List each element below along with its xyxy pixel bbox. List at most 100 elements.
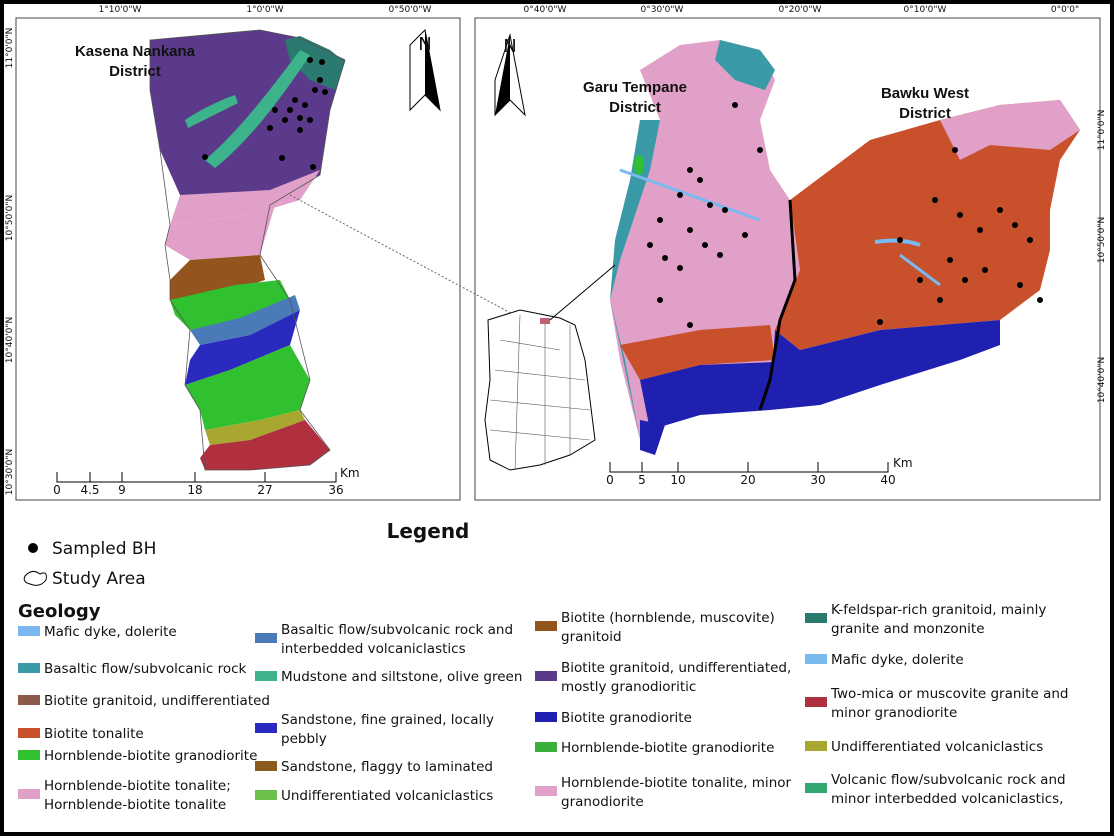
scale-bar	[56, 472, 337, 483]
scale-label: 4.5	[80, 483, 99, 497]
unit	[620, 325, 775, 380]
ghana-inset	[484, 309, 596, 471]
legend-swatch	[255, 761, 277, 771]
unit	[285, 36, 345, 90]
legend-label: pebbly	[281, 731, 327, 747]
north-arrow-half	[425, 30, 440, 110]
unit	[185, 95, 238, 128]
longitude-label: 0°0'0"	[1051, 5, 1079, 15]
legend-label: Hornblende-biotite tonalite;	[44, 778, 231, 794]
latitude-label: 10°40'0"N	[5, 317, 15, 363]
legend-swatch	[255, 723, 277, 733]
scale-bar	[609, 462, 889, 473]
district-label: District	[899, 105, 951, 122]
legend-swatch	[18, 695, 40, 705]
legend-label: mostly granodioritic	[561, 679, 696, 695]
legend-label: Biotite granitoid, undifferentiated	[44, 693, 270, 709]
boundary	[149, 29, 346, 471]
legend-swatch	[805, 697, 827, 707]
unit	[634, 155, 644, 175]
longitude-label: 0°30'0"W	[641, 5, 684, 15]
scale-label: 20	[740, 473, 755, 487]
unit	[185, 345, 310, 430]
unit	[185, 310, 300, 385]
legend-label: Biotite tonalite	[44, 726, 144, 742]
district-boundary	[758, 199, 797, 411]
leader-line	[549, 264, 616, 321]
latitude-label: 10°50'0"N	[5, 195, 15, 241]
scale-label: 9	[118, 483, 126, 497]
latitude-label: 10°50'0"N	[1097, 217, 1107, 263]
legend-swatch	[18, 626, 40, 636]
scale-label: 40	[880, 473, 895, 487]
legend-swatch	[535, 742, 557, 752]
legend-title: Legend	[387, 519, 470, 543]
legend-label: Biotite granitoid, undifferentiated,	[561, 660, 791, 676]
unit	[190, 295, 300, 345]
legend-label: Biotite (hornblende, muscovite)	[561, 610, 775, 626]
scale-label: 18	[187, 483, 202, 497]
longitude-label: 0°20'0"W	[779, 5, 822, 15]
scale-label: 10	[670, 473, 685, 487]
left-frame	[15, 17, 461, 501]
legend-label: Study Area	[52, 569, 146, 589]
dyke	[619, 168, 761, 222]
longitude-label: 0°10'0"W	[904, 5, 947, 15]
legend-label: Hornblende-biotite granodiorite	[561, 740, 774, 756]
legend-label: Basaltic flow/subvolcanic rock	[44, 661, 247, 677]
sampled-points	[202, 57, 328, 170]
unit	[715, 40, 775, 90]
left-map	[149, 28, 521, 471]
leader-line	[289, 194, 521, 319]
legend-swatch	[18, 750, 40, 760]
legend-heading: Geology	[18, 601, 101, 622]
legend-label: Mudstone and siltstone, olive green	[281, 669, 522, 685]
legend-label: Sandstone, flaggy to laminated	[281, 759, 493, 775]
latitude-label: 10°30'0"N	[5, 449, 15, 495]
north-arrow-half	[495, 35, 510, 115]
district-label: Kasena Nankana	[75, 43, 196, 60]
legend-swatch	[535, 671, 557, 681]
unit	[610, 120, 660, 440]
legend-label: granodiorite	[561, 794, 644, 810]
legend-label: Biotite granodiorite	[561, 710, 692, 726]
legend-swatch	[18, 789, 40, 799]
unit	[170, 255, 265, 300]
legend-label: Hornblende-biotite granodiorite	[44, 748, 257, 764]
right-frame	[474, 17, 1101, 501]
scale-label: 0	[53, 483, 61, 497]
legend-label: Sampled BH	[52, 539, 156, 559]
legend-swatch	[805, 654, 827, 664]
scale-label: 27	[257, 483, 272, 497]
district-label: District	[109, 63, 161, 80]
legend-swatch	[805, 741, 827, 751]
longitude-label: 1°0'0"W	[246, 5, 283, 15]
legend-swatch	[535, 786, 557, 796]
scale-label: 0	[606, 473, 614, 487]
sampled-points	[647, 102, 1043, 328]
legend-swatch	[18, 663, 40, 673]
latitude-label: 11°0'0"N	[1097, 110, 1107, 151]
unit	[770, 320, 1000, 410]
legend-label: Basaltic flow/subvolcanic rock and	[281, 622, 513, 638]
legend-area-symbol	[23, 570, 47, 586]
legend-swatch	[255, 671, 277, 681]
unit	[205, 410, 305, 445]
legend-swatch	[535, 621, 557, 631]
unit	[165, 205, 275, 260]
legend-label: Undifferentiated volcaniclastics	[831, 739, 1043, 755]
north-label: N	[503, 36, 516, 57]
district-label: Bawku West	[881, 85, 969, 102]
inset-study-area	[540, 318, 550, 324]
legend-swatch	[805, 783, 827, 793]
legend-label: granite and monzonite	[831, 621, 985, 637]
legend-label: Sandstone, fine grained, locally	[281, 712, 494, 728]
unit	[170, 170, 320, 225]
legend-swatch	[255, 633, 277, 643]
latitude-label: 10°40'0"N	[1097, 357, 1107, 403]
latitude-label: 11°0'0"N	[5, 28, 15, 69]
scale-label: 30	[810, 473, 825, 487]
legend-label: Hornblende-biotite tonalite	[44, 797, 226, 813]
dyke	[899, 253, 941, 287]
